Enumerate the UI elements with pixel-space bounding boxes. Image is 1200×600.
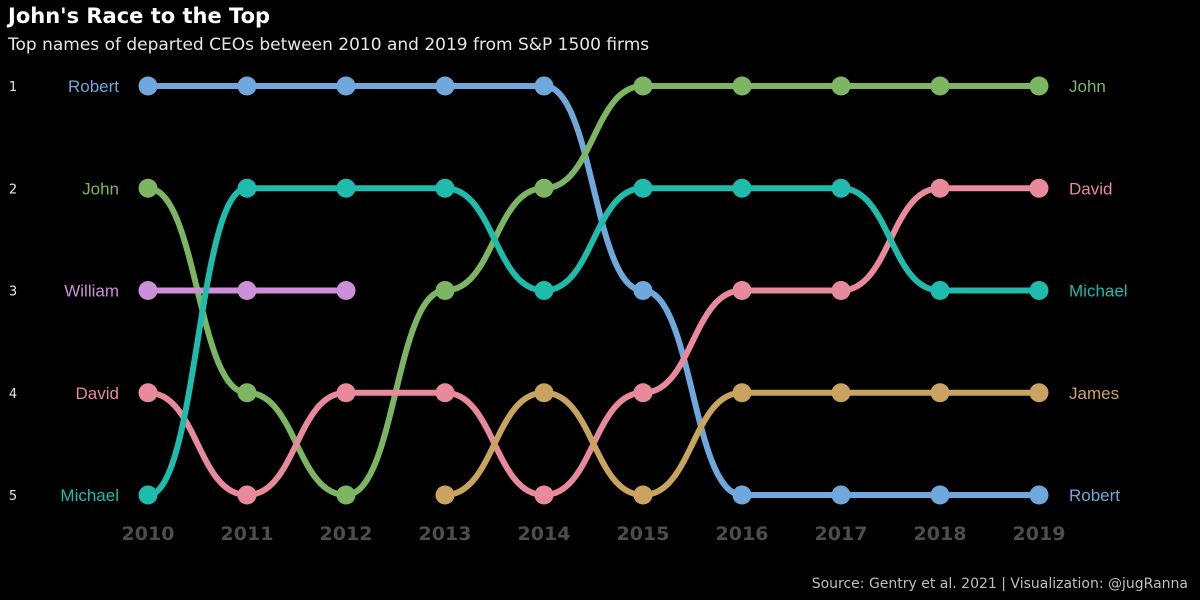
y-tick-label-4: 4 bbox=[9, 387, 17, 402]
point-david-2015 bbox=[633, 383, 653, 403]
axes: 1 2 3 4 5 2010 2011 2012 2013 2014 2015 2016 2017 201… bbox=[9, 80, 1066, 545]
point-david-2010 bbox=[138, 383, 158, 403]
point-john-2018 bbox=[930, 76, 950, 96]
y-tick-label-1: 1 bbox=[9, 80, 17, 95]
point-michael-2016 bbox=[732, 178, 752, 198]
chart-caption: Source: Gentry et al. 2021 | Visualizati… bbox=[811, 576, 1188, 592]
point-michael-2012 bbox=[336, 178, 356, 198]
point-john-2019 bbox=[1029, 76, 1049, 96]
point-james-2014 bbox=[534, 383, 554, 403]
end-label-robert: Robert bbox=[1069, 486, 1120, 505]
point-michael-2019 bbox=[1029, 281, 1049, 300]
point-michael-2011 bbox=[237, 178, 257, 198]
point-john-2012 bbox=[336, 485, 356, 505]
point-james-2017 bbox=[831, 383, 851, 403]
y-tick-label-3: 3 bbox=[9, 285, 17, 300]
point-john-2014 bbox=[534, 178, 554, 198]
point-john-2015 bbox=[633, 76, 653, 96]
start-label-robert: Robert bbox=[68, 77, 119, 96]
point-robert-2015 bbox=[633, 281, 653, 300]
point-david-2018 bbox=[930, 178, 950, 198]
x-tick-label-2016: 2016 bbox=[716, 523, 769, 545]
point-james-2015 bbox=[633, 485, 653, 505]
point-robert-2010 bbox=[138, 76, 158, 96]
point-john-2010 bbox=[138, 178, 158, 198]
x-tick-label-2011: 2011 bbox=[221, 523, 274, 545]
x-tick-label-2018: 2018 bbox=[914, 523, 967, 545]
point-robert-2014 bbox=[534, 76, 554, 96]
point-david-2013 bbox=[435, 383, 455, 403]
start-label-michael: Michael bbox=[60, 486, 119, 505]
x-tick-label-2012: 2012 bbox=[320, 523, 373, 545]
point-robert-2012 bbox=[336, 76, 356, 96]
start-label-william: William bbox=[64, 282, 119, 301]
chart-title: John's Race to the Top bbox=[8, 4, 271, 28]
x-tick-label-2019: 2019 bbox=[1013, 523, 1066, 545]
series-line-david bbox=[145, 185, 1042, 499]
start-label-david: David bbox=[76, 384, 119, 403]
point-james-2016 bbox=[732, 383, 752, 403]
y-tick-label-2: 2 bbox=[9, 182, 17, 197]
point-robert-2017 bbox=[831, 485, 851, 505]
point-william-2010 bbox=[138, 281, 158, 300]
end-label-michael: Michael bbox=[1069, 282, 1128, 301]
end-label-david: David bbox=[1069, 179, 1112, 198]
series-lines bbox=[145, 82, 1042, 499]
point-john-2011 bbox=[237, 383, 257, 403]
point-robert-2016 bbox=[732, 485, 752, 505]
series-points bbox=[138, 76, 1049, 505]
x-tick-label-2015: 2015 bbox=[617, 523, 670, 545]
point-david-2017 bbox=[831, 281, 851, 300]
x-tick-label-2014: 2014 bbox=[518, 523, 571, 545]
point-robert-2013 bbox=[435, 76, 455, 96]
point-james-2019 bbox=[1029, 383, 1049, 403]
point-david-2019 bbox=[1029, 178, 1049, 198]
point-david-2012 bbox=[336, 383, 356, 403]
point-james-2018 bbox=[930, 383, 950, 403]
end-label-james: James bbox=[1069, 384, 1119, 403]
x-tick-label-2017: 2017 bbox=[815, 523, 868, 545]
series-line-james bbox=[442, 389, 1042, 499]
point-david-2014 bbox=[534, 485, 554, 505]
point-robert-2018 bbox=[930, 485, 950, 505]
x-tick-label-2010: 2010 bbox=[122, 523, 175, 545]
chart-subtitle: Top names of departed CEOs between 2010 … bbox=[8, 35, 650, 55]
point-michael-2010 bbox=[138, 485, 158, 505]
point-john-2013 bbox=[435, 281, 455, 300]
point-william-2011 bbox=[237, 281, 257, 300]
point-john-2016 bbox=[732, 76, 752, 96]
point-john-2017 bbox=[831, 76, 851, 96]
point-robert-2011 bbox=[237, 76, 257, 96]
point-robert-2019 bbox=[1029, 485, 1049, 505]
start-label-john: John bbox=[82, 179, 119, 198]
point-michael-2017 bbox=[831, 178, 851, 198]
point-james-2013 bbox=[435, 485, 455, 505]
point-david-2011 bbox=[237, 485, 257, 505]
point-michael-2013 bbox=[435, 178, 455, 198]
point-michael-2015 bbox=[633, 178, 653, 198]
point-david-2016 bbox=[732, 281, 752, 300]
point-michael-2014 bbox=[534, 281, 554, 300]
series-line-robert bbox=[145, 82, 1042, 499]
point-william-2012 bbox=[336, 281, 356, 300]
point-michael-2018 bbox=[930, 281, 950, 300]
series-labels: Robert Robert John John William David David Mic… bbox=[60, 77, 1127, 505]
y-tick-label-5: 5 bbox=[9, 489, 17, 504]
end-label-john: John bbox=[1069, 77, 1106, 96]
x-tick-label-2013: 2013 bbox=[419, 523, 472, 545]
